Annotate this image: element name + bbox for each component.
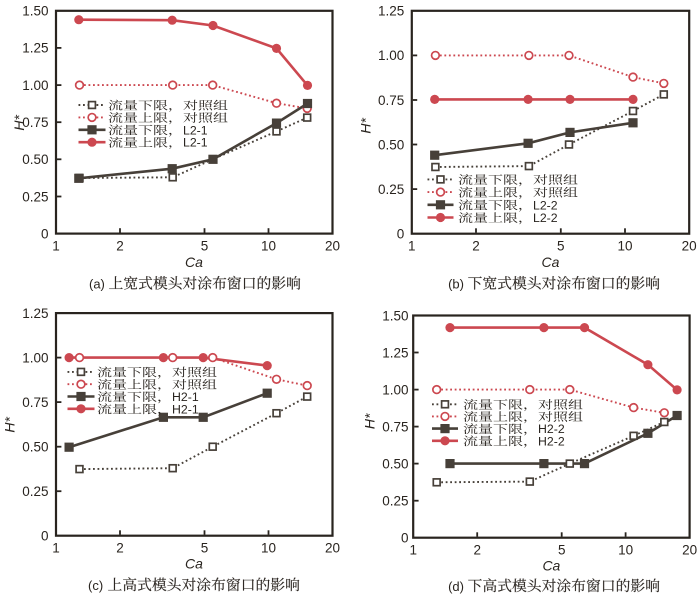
- svg-text:H2-1: H2-1: [172, 390, 199, 404]
- svg-text:1: 1: [52, 541, 60, 556]
- svg-text:Ca: Ca: [185, 254, 203, 270]
- svg-text:L2-2: L2-2: [533, 211, 558, 225]
- svg-text:0: 0: [401, 531, 409, 546]
- svg-text:1.25: 1.25: [22, 306, 48, 321]
- svg-text:5: 5: [201, 541, 209, 556]
- svg-text:H*: H*: [362, 413, 378, 429]
- svg-text:H2-1: H2-1: [172, 402, 199, 416]
- svg-text:0.50: 0.50: [22, 152, 48, 167]
- svg-text:0.50: 0.50: [382, 456, 408, 471]
- svg-text:1: 1: [409, 543, 417, 558]
- svg-text:0.50: 0.50: [378, 137, 404, 152]
- svg-text:(a): (a): [89, 277, 105, 292]
- svg-text:5: 5: [201, 239, 209, 254]
- svg-text:1.00: 1.00: [22, 78, 48, 93]
- svg-text:5: 5: [557, 239, 565, 254]
- svg-text:20: 20: [682, 239, 697, 254]
- svg-text:0.75: 0.75: [378, 93, 404, 108]
- svg-text:20: 20: [325, 541, 340, 556]
- svg-text:L2-2: L2-2: [533, 198, 558, 212]
- svg-text:1.25: 1.25: [22, 41, 48, 56]
- svg-text:1.00: 1.00: [382, 382, 408, 397]
- svg-text:(b): (b): [448, 277, 464, 292]
- svg-text:H*: H*: [2, 416, 18, 432]
- svg-text:0.25: 0.25: [22, 189, 48, 204]
- svg-text:20: 20: [682, 543, 697, 558]
- svg-text:1.50: 1.50: [382, 308, 408, 323]
- svg-text:1.00: 1.00: [378, 48, 404, 63]
- svg-text:0.75: 0.75: [22, 395, 48, 410]
- svg-text:1.00: 1.00: [22, 350, 48, 365]
- svg-text:H*: H*: [358, 117, 374, 133]
- svg-text:Ca: Ca: [542, 557, 560, 573]
- svg-text:10: 10: [261, 541, 276, 556]
- svg-text:Ca: Ca: [542, 254, 560, 270]
- svg-text:0.50: 0.50: [22, 440, 48, 455]
- svg-text:(d): (d): [448, 579, 464, 594]
- svg-text:H2-2: H2-2: [538, 434, 565, 448]
- svg-text:2: 2: [473, 543, 481, 558]
- svg-text:L2-1: L2-1: [183, 136, 208, 150]
- svg-text:1.25: 1.25: [382, 345, 408, 360]
- svg-text:0: 0: [41, 226, 49, 241]
- svg-text:2: 2: [116, 239, 124, 254]
- svg-text:H*: H*: [11, 114, 27, 130]
- svg-text:1.50: 1.50: [22, 4, 48, 19]
- svg-text:0.75: 0.75: [382, 419, 408, 434]
- svg-text:1.25: 1.25: [378, 4, 404, 19]
- svg-text:0.25: 0.25: [378, 182, 404, 197]
- svg-text:1: 1: [52, 239, 60, 254]
- svg-text:10: 10: [617, 239, 632, 254]
- svg-text:5: 5: [558, 543, 566, 558]
- svg-text:2: 2: [116, 541, 124, 556]
- svg-text:10: 10: [618, 543, 633, 558]
- svg-text:0.25: 0.25: [22, 484, 48, 499]
- svg-text:20: 20: [325, 239, 340, 254]
- svg-text:0: 0: [397, 227, 405, 242]
- svg-text:0.25: 0.25: [382, 494, 408, 509]
- svg-text:L2-1: L2-1: [183, 123, 208, 137]
- svg-text:Ca: Ca: [185, 556, 203, 572]
- svg-text:10: 10: [261, 239, 276, 254]
- svg-text:H2-2: H2-2: [538, 422, 565, 436]
- svg-text:0.75: 0.75: [22, 115, 48, 130]
- svg-text:1: 1: [408, 239, 416, 254]
- svg-text:0: 0: [41, 529, 49, 544]
- svg-text:2: 2: [472, 239, 480, 254]
- svg-text:(c): (c): [88, 578, 103, 593]
